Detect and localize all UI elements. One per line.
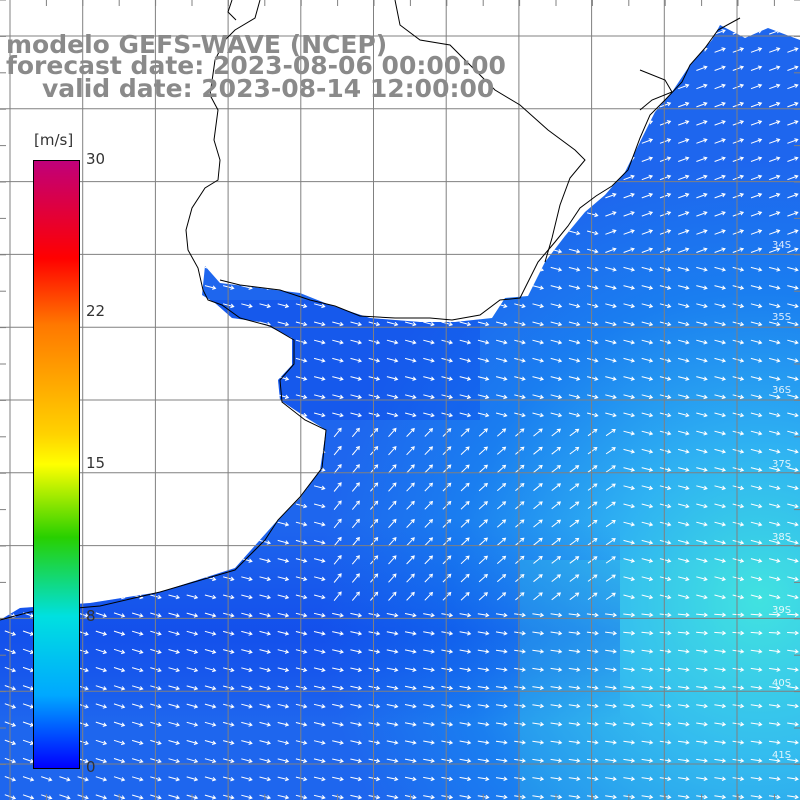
colorbar-tick-15: 15 [86,454,106,472]
lat-label-37s: 37S [772,459,792,470]
lat-label-41s: 41S [772,750,792,761]
colorbar-tick-30: 30 [86,150,106,168]
model-title: modelo GEFS-WAVE (NCEP) [6,30,388,59]
coastline [0,0,741,621]
forecast-date: forecast date: 2023-08-06 00:00:00 [6,51,506,80]
colorbar-units: [m/s] [34,131,74,149]
lat-label-40s: 40S [772,678,792,689]
colorbar-tick-8: 8 [86,607,96,625]
valid-date: valid date: 2023-08-14 12:00:00 [42,74,495,103]
colorbar-tick-22: 22 [86,302,106,320]
lat-label-39s: 39S [772,605,792,616]
lat-label-38s: 38S [772,532,792,543]
colorbar [33,160,80,769]
lat-label-35s: 35S [772,312,792,323]
lat-label-34s: 34S [772,240,792,251]
colorbar-tick-0: 0 [86,758,96,776]
lat-label-36s: 36S [772,385,792,396]
